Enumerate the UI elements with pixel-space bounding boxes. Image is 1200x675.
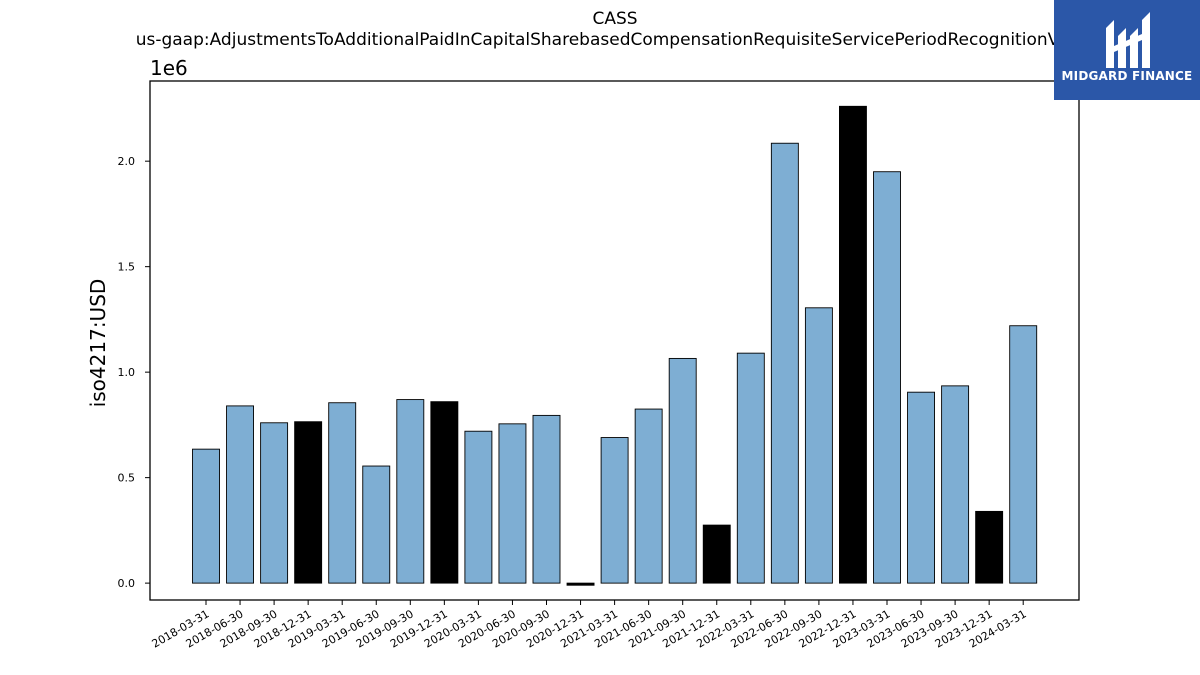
logo-text: MIDGARD FINANCE <box>1061 69 1193 83</box>
bar-2022-09-30 <box>804 307 833 584</box>
bar-2024-03-31 <box>1009 325 1038 584</box>
bar-2018-09-30 <box>260 422 289 584</box>
y-axis-ticks: 0.0 0.5 1.0 1.5 2.0 <box>118 155 150 590</box>
bar-2018-06-30 <box>226 405 255 584</box>
bar-2019-06-30 <box>362 465 391 584</box>
y-tick-label: 1.0 <box>118 366 136 379</box>
plot-frame <box>149 80 1080 601</box>
bar-2021-09-30 <box>668 357 697 584</box>
bar-2020-09-30 <box>532 414 561 584</box>
bar-2019-12-31 <box>430 401 459 584</box>
bar-2022-06-30 <box>770 142 799 584</box>
bar-2021-12-31 <box>702 524 731 584</box>
bar-2022-03-31 <box>736 352 765 584</box>
y-axis-label: iso4217:USD <box>86 278 110 408</box>
bar-2021-06-30 <box>634 408 663 584</box>
y-tick-label: 2.0 <box>118 155 136 168</box>
bar-2021-03-31 <box>600 437 629 584</box>
bar-2023-09-30 <box>941 385 970 584</box>
bar-2020-03-31 <box>464 430 493 584</box>
midgard-finance-logo: MIDGARD FINANCE <box>1054 0 1200 100</box>
bar-2020-06-30 <box>498 423 527 584</box>
bar-2018-12-31 <box>294 421 323 584</box>
bars-group <box>192 105 1038 586</box>
midgard-logo-icon <box>1106 12 1150 68</box>
bar-2022-12-31 <box>839 105 867 584</box>
chart-subtitle: us-gaap:AdjustmentsToAdditionalPaidInCap… <box>135 30 1095 50</box>
chart-title: CASS <box>592 9 638 29</box>
y-tick-label: 1.5 <box>118 261 136 274</box>
bar-2020-12-31 <box>566 582 595 586</box>
bar-2023-03-31 <box>873 171 901 584</box>
bar-2018-03-31 <box>192 448 220 584</box>
y-axis-offset-label: 1e6 <box>150 56 188 80</box>
bar-2023-06-30 <box>907 391 935 584</box>
bar-2023-12-31 <box>975 510 1004 584</box>
bar-2019-03-31 <box>328 402 357 584</box>
y-tick-label: 0.0 <box>118 577 136 590</box>
x-axis-ticks: 2018-03-312018-06-302018-09-302018-12-31… <box>150 600 1029 651</box>
y-tick-label: 0.5 <box>118 472 136 485</box>
bar-2019-09-30 <box>396 399 425 584</box>
